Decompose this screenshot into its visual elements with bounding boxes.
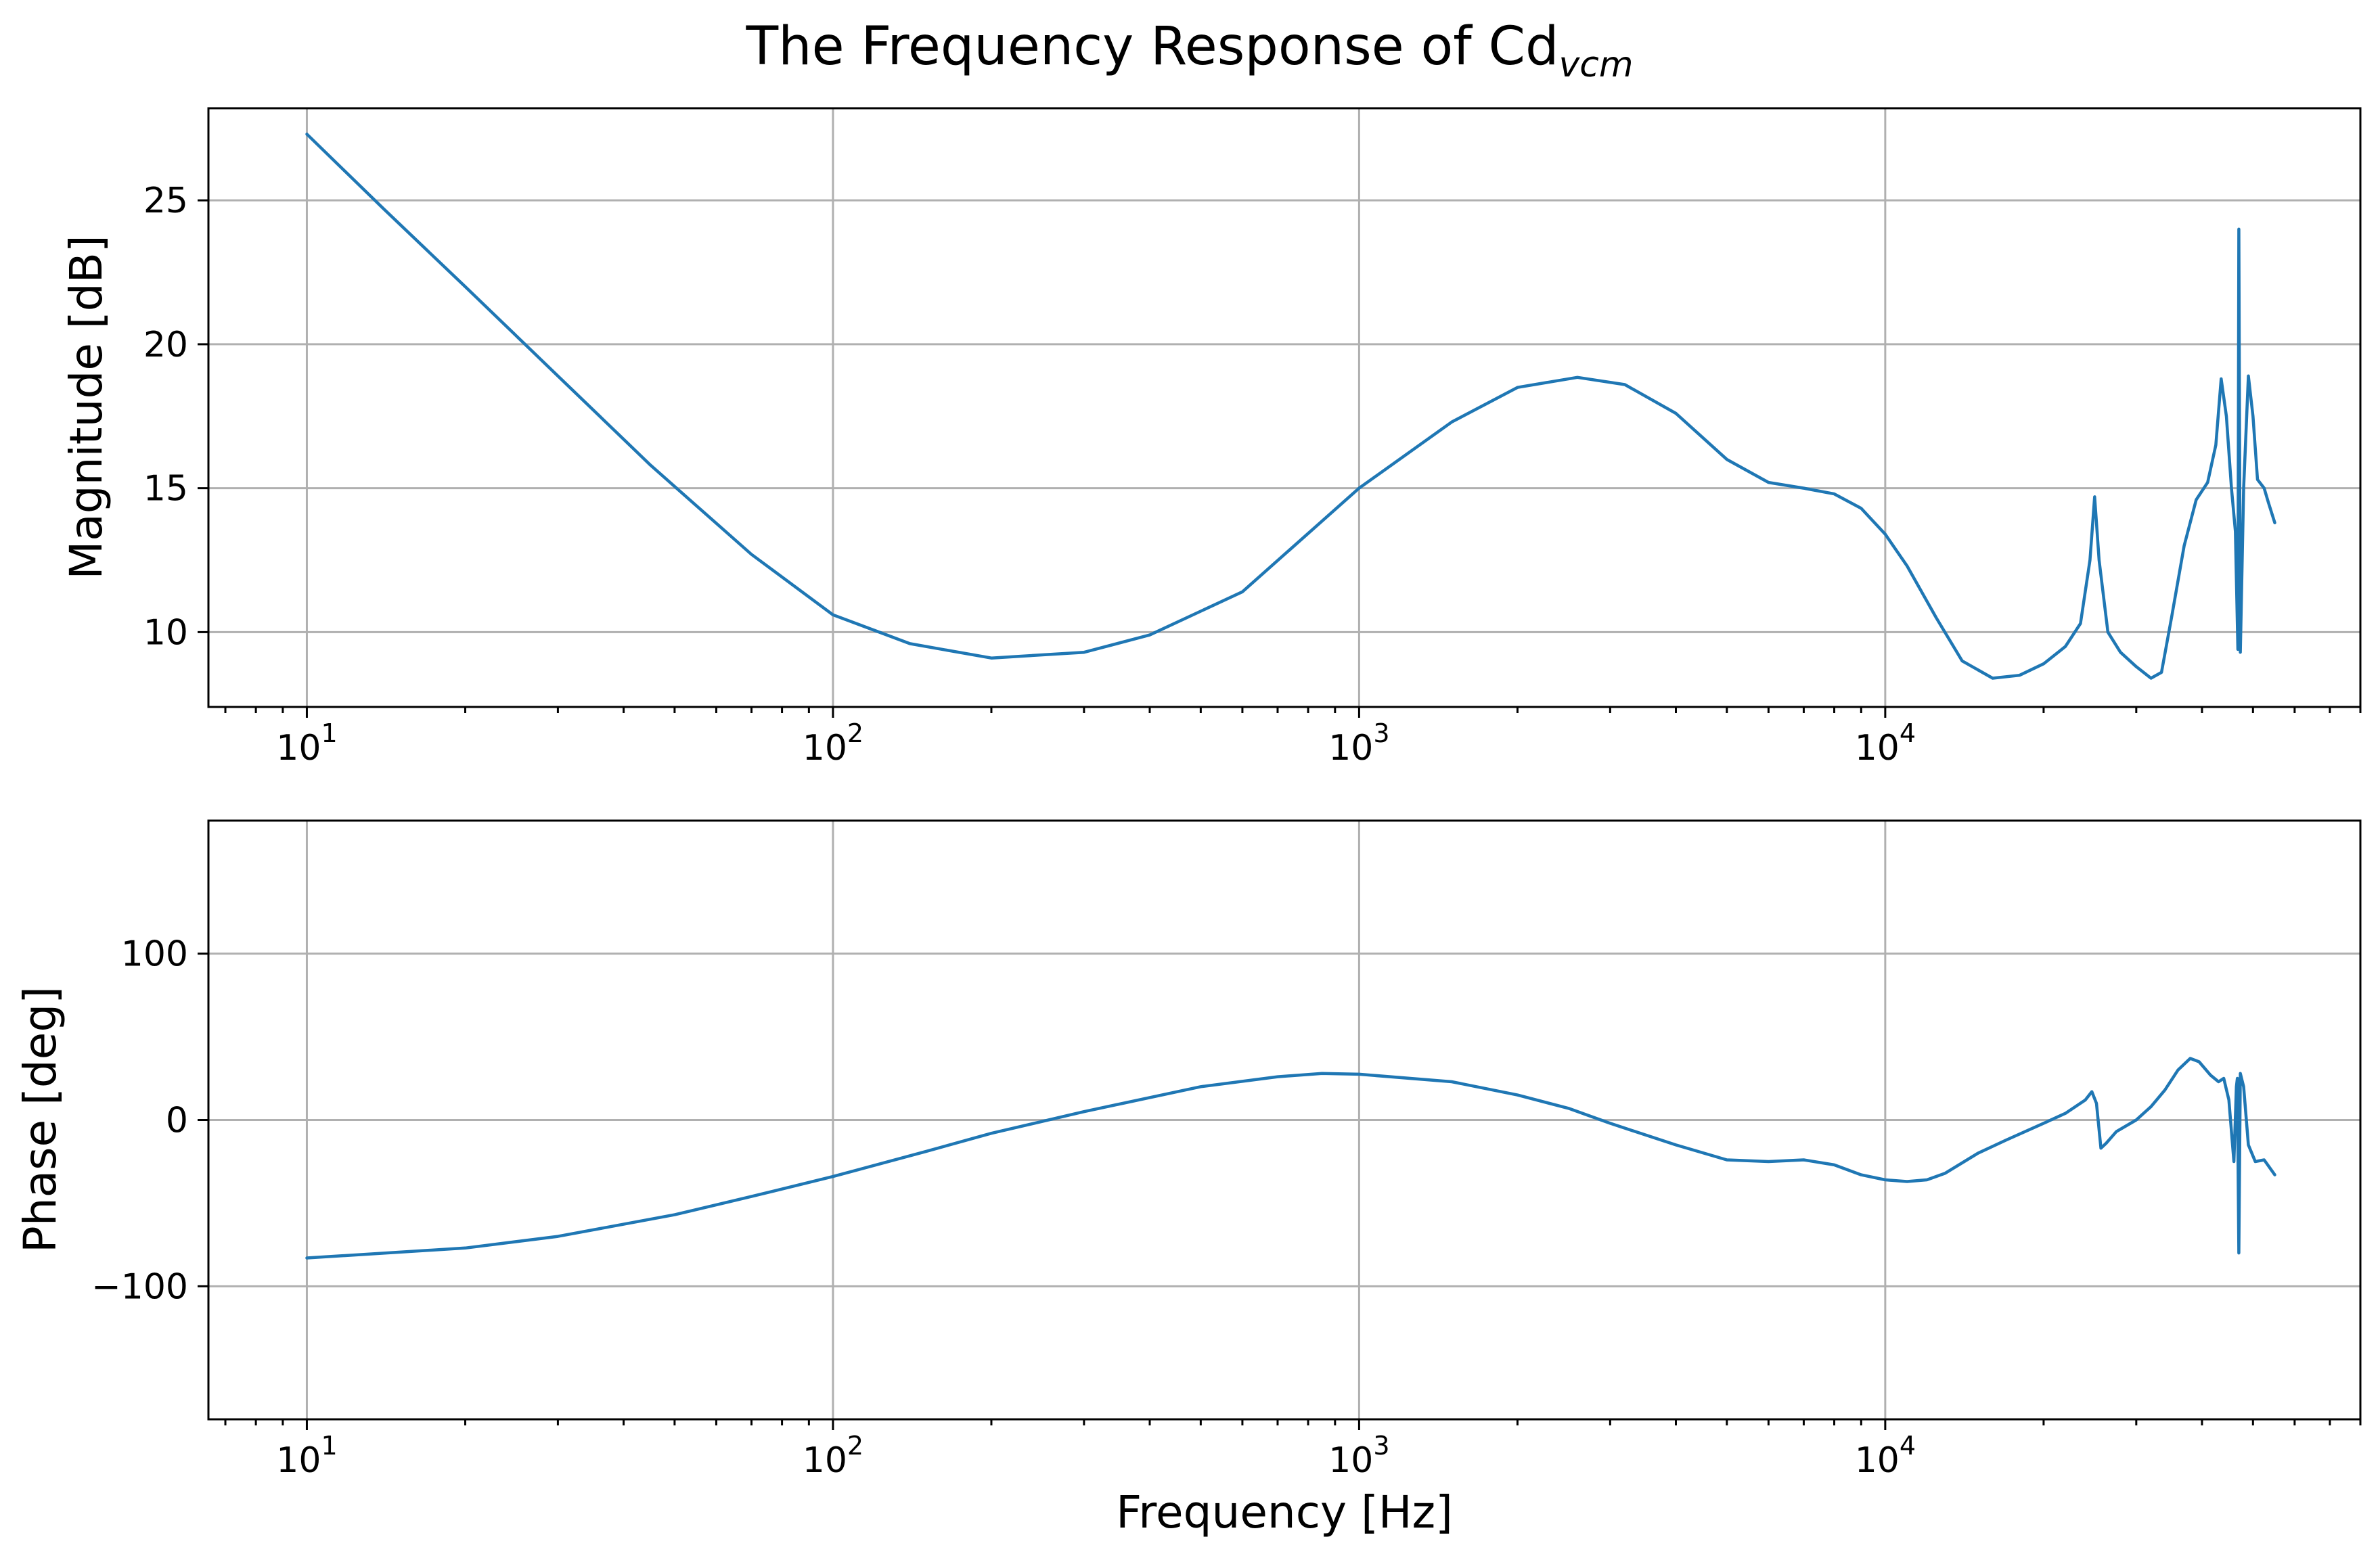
tick-exponent: 3 bbox=[1373, 718, 1389, 748]
magnitude-x-tick-label: 101 bbox=[276, 718, 337, 769]
magnitude-y-label: Magnitude [dB] bbox=[60, 235, 112, 579]
phase-y-label: Phase [deg] bbox=[14, 986, 66, 1253]
magnitude-curve bbox=[305, 133, 2276, 680]
tick-base: 10 bbox=[1328, 1440, 1373, 1481]
tick-base: 10 bbox=[1328, 728, 1373, 769]
tick-base: 10 bbox=[803, 1440, 847, 1481]
magnitude-grid bbox=[208, 108, 2360, 707]
tick-base: 10 bbox=[276, 728, 321, 769]
magnitude-x-tick-label: 104 bbox=[1855, 718, 1916, 769]
tick-exponent: 2 bbox=[847, 1431, 863, 1461]
phase-x-tick-label: 102 bbox=[803, 1431, 863, 1481]
tick-exponent: 1 bbox=[321, 718, 337, 748]
tick-base: 10 bbox=[276, 1440, 321, 1481]
phase-y-tick-label: 0 bbox=[166, 1101, 188, 1141]
magnitude-y-tick-label: 20 bbox=[143, 325, 188, 365]
tick-exponent: 2 bbox=[847, 718, 863, 748]
magnitude-x-tick-label: 103 bbox=[1328, 718, 1389, 769]
tick-exponent: 1 bbox=[321, 1431, 337, 1461]
figure-title: The Frequency Response of Cdvcm bbox=[746, 16, 1634, 85]
tick-exponent: 3 bbox=[1373, 1431, 1389, 1461]
magnitude-y-tick-label: 15 bbox=[143, 469, 188, 509]
magnitude-axes-frame bbox=[207, 107, 2362, 708]
magnitude-y-tick-label: 10 bbox=[143, 612, 188, 653]
tick-base: 10 bbox=[803, 728, 847, 769]
phase-y-tick-label: −100 bbox=[91, 1266, 188, 1307]
frequency-x-label: Frequency [Hz] bbox=[1116, 1486, 1453, 1538]
phase-x-tick-label: 103 bbox=[1328, 1431, 1389, 1481]
tick-base: 10 bbox=[1855, 728, 1900, 769]
phase-curve bbox=[305, 1057, 2276, 1260]
phase-x-tick-label: 104 bbox=[1855, 1431, 1916, 1481]
magnitude-x-tick-label: 102 bbox=[803, 718, 863, 769]
phase-axes-frame bbox=[207, 819, 2362, 1421]
tick-base: 10 bbox=[1855, 1440, 1900, 1481]
tick-exponent: 4 bbox=[1900, 1431, 1916, 1461]
phase-x-tick-label: 101 bbox=[276, 1431, 337, 1481]
magnitude-y-tick-label: 25 bbox=[143, 181, 188, 221]
tick-exponent: 4 bbox=[1900, 718, 1916, 748]
phase-grid bbox=[208, 821, 2360, 1419]
figure-title-subscript: vcm bbox=[1558, 45, 1633, 85]
phase-y-tick-label: 100 bbox=[121, 934, 188, 975]
figure-title-main: The Frequency Response of Cd bbox=[746, 16, 1559, 77]
